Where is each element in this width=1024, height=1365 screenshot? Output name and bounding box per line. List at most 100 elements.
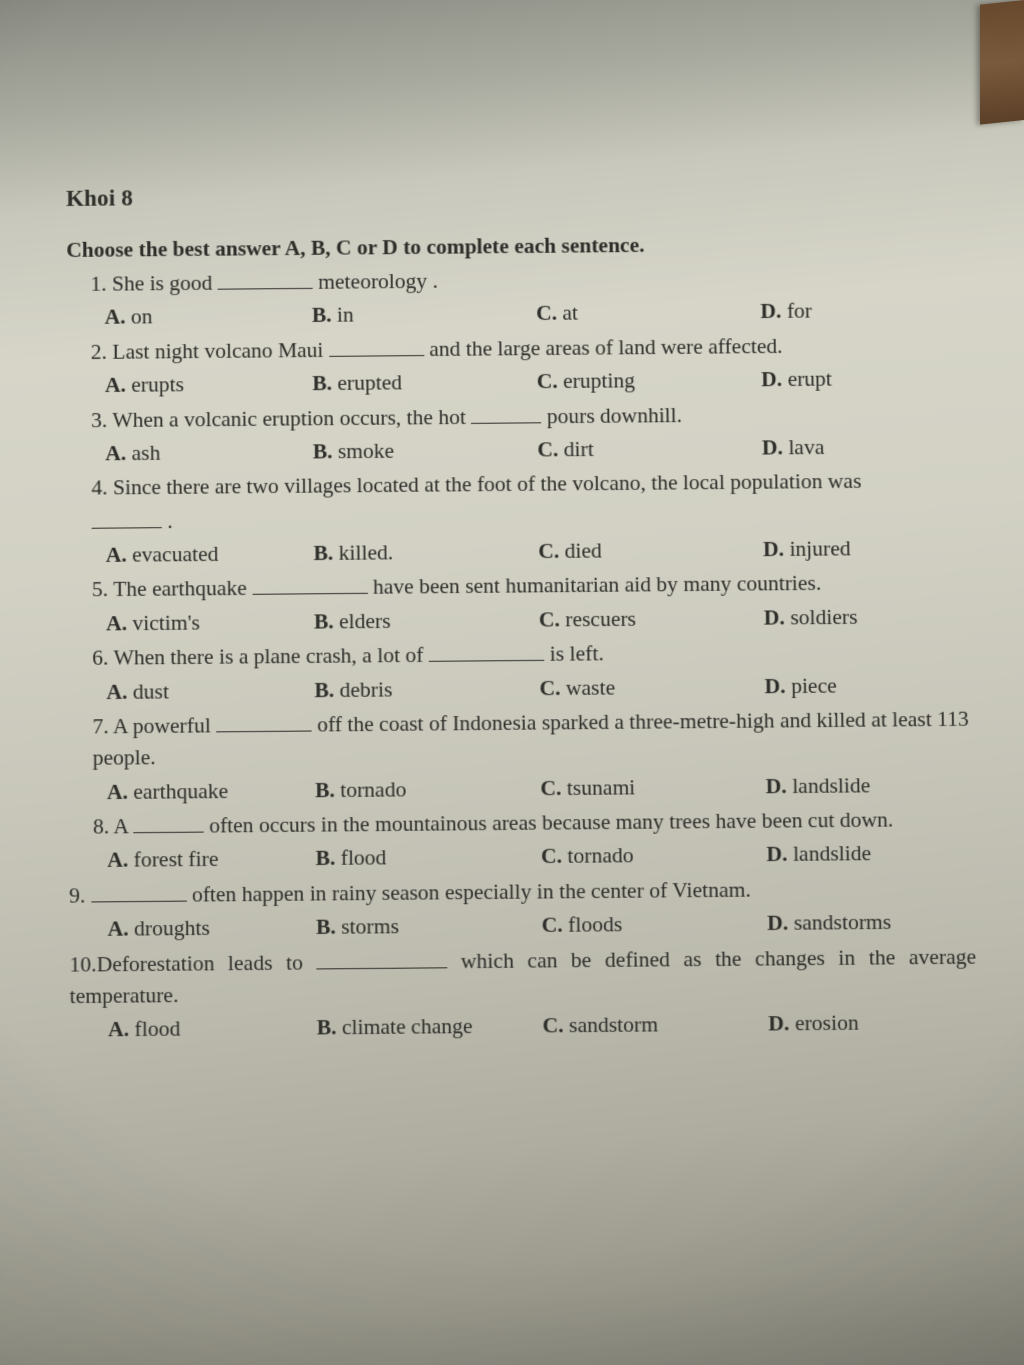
q-text-post: . <box>167 509 173 533</box>
options-row: A. ash B. smoke C. dirt D. lava <box>105 430 969 469</box>
question-6: 6. When there is a plane crash, a lot of… <box>92 635 972 674</box>
q-num: 8. <box>93 814 109 838</box>
q-text-post: and the large areas of land were affecte… <box>429 334 782 361</box>
option-d: D. landslide <box>766 769 974 803</box>
option-a: A. on <box>105 300 312 333</box>
options-row: A. flood B. climate change C. sandstorm … <box>108 1007 977 1047</box>
q-text-post: have been sent humanitarian aid by many … <box>373 571 822 599</box>
option-b: B. elders <box>314 604 539 638</box>
q-text-pre: Since there are two villages located at … <box>113 469 862 500</box>
blank <box>216 711 312 732</box>
q-text-post: meteorology . <box>318 269 438 294</box>
q-text-post: often happen in rainy season especially … <box>192 877 751 906</box>
q-text-pre: The earthquake <box>113 576 247 601</box>
worksheet-page: Khoi 8 Choose the best answer A, B, C or… <box>66 178 977 1049</box>
option-a: A. victim's <box>106 606 314 639</box>
option-c: C. floods <box>541 908 767 942</box>
blank <box>429 640 545 662</box>
option-c: C. died <box>538 534 763 568</box>
option-c: C. rescuers <box>539 602 764 636</box>
blank <box>133 812 204 833</box>
instruction-line: Choose the best answer A, B, C or D to c… <box>66 230 967 263</box>
options-row: A. on B. in C. at D. for <box>105 295 968 334</box>
blank <box>218 268 313 289</box>
option-b: B. erupted <box>312 366 537 399</box>
q-num: 1. <box>90 272 106 296</box>
options-row: A. forest fire B. flood C. tornado D. la… <box>107 837 975 876</box>
option-a: A. evacuated <box>106 538 314 571</box>
question-3: 3. When a volcanic eruption occurs, the … <box>91 397 969 436</box>
q-text-pre: When a volcanic eruption occurs, the hot <box>112 404 466 431</box>
option-d: D. soldiers <box>764 600 972 633</box>
q-num: 6. <box>92 646 108 670</box>
q-text-pre: Last night volcano Maui <box>112 338 323 364</box>
blank <box>329 335 424 356</box>
option-b: B. flood <box>315 841 541 875</box>
question-2: 2. Last night volcano Maui and the large… <box>91 329 969 368</box>
option-d: D. for <box>760 295 967 328</box>
option-d: D. sandstorms <box>767 906 976 940</box>
question-10: 10.Deforestation leads to which can be d… <box>69 941 976 1013</box>
q-text-post: is left. <box>550 641 604 666</box>
q-num: 5. <box>92 577 108 601</box>
blank <box>471 402 541 423</box>
q-num: 9. <box>69 883 85 907</box>
q-text-pre: A <box>113 814 128 838</box>
option-c: C. waste <box>539 671 764 705</box>
option-b: B. in <box>312 298 537 331</box>
question-5: 5. The earthquake have been sent humanit… <box>92 567 972 606</box>
blank <box>91 881 187 903</box>
q-num: 10. <box>69 952 96 977</box>
desk-edge <box>980 0 1024 125</box>
option-d: D. injured <box>763 532 971 565</box>
option-b: B. killed. <box>313 536 538 570</box>
blank <box>316 947 447 969</box>
option-b: B. tornado <box>315 773 541 807</box>
q-num: 7. <box>92 714 108 738</box>
option-a: A. flood <box>108 1012 317 1046</box>
option-d: D. piece <box>764 669 972 702</box>
question-9: 9. often happen in rainy season especial… <box>69 872 975 912</box>
q-num: 4. <box>91 476 107 500</box>
option-c: C. sandstorm <box>542 1008 768 1042</box>
option-c: C. tsunami <box>540 771 766 805</box>
q-text-pre: When there is a plane crash, a lot of <box>113 643 423 670</box>
q-text-post: pours downhill. <box>547 402 683 427</box>
options-row: A. erupts B. erupted C. erupting D. erup… <box>105 362 969 401</box>
question-7: 7. A powerful off the coast of Indonesia… <box>92 703 973 774</box>
option-b: B. storms <box>316 910 542 944</box>
q-text-pre: Deforestation leads to <box>96 950 302 976</box>
option-a: A. ash <box>105 436 313 469</box>
option-d: D. landslide <box>766 837 975 871</box>
question-4-cont: . <box>91 499 970 538</box>
option-b: B. smoke <box>313 434 538 467</box>
options-row: A. droughts B. storms C. floods D. sands… <box>108 906 976 945</box>
option-a: A. earthquake <box>107 775 315 809</box>
option-a: A. erupts <box>105 368 312 401</box>
question-8: 8. A often occurs in the mountainous are… <box>69 804 975 844</box>
q-text-pre: A powerful <box>113 713 211 738</box>
options-row: A. earthquake B. tornado C. tsunami D. l… <box>107 769 974 808</box>
option-d: D. erupt <box>761 362 969 395</box>
option-b: B. climate change <box>316 1010 542 1044</box>
q-text-pre: She is good <box>112 271 213 296</box>
q-text-post: often occurs in the mountainous areas be… <box>209 807 893 837</box>
q-num: 2. <box>91 340 107 364</box>
blank <box>92 507 162 528</box>
option-c: C. at <box>536 296 761 329</box>
question-4: 4. Since there are two villages located … <box>91 465 970 504</box>
options-row: A. dust B. debris C. waste D. piece <box>106 669 972 708</box>
option-c: C. dirt <box>537 432 762 465</box>
option-a: A. droughts <box>108 912 317 946</box>
blank <box>252 574 368 596</box>
option-c: C. erupting <box>537 364 762 397</box>
option-c: C. tornado <box>541 839 767 873</box>
option-d: D. erosion <box>768 1007 977 1041</box>
options-row: A. victim's B. elders C. rescuers D. sol… <box>106 600 972 639</box>
option-b: B. debris <box>314 672 539 706</box>
option-a: A. dust <box>106 674 314 707</box>
option-d: D. lava <box>762 430 970 463</box>
option-a: A. forest fire <box>107 843 315 877</box>
q-num: 3. <box>91 408 107 432</box>
options-row: A. evacuated B. killed. C. died D. injur… <box>106 532 971 571</box>
